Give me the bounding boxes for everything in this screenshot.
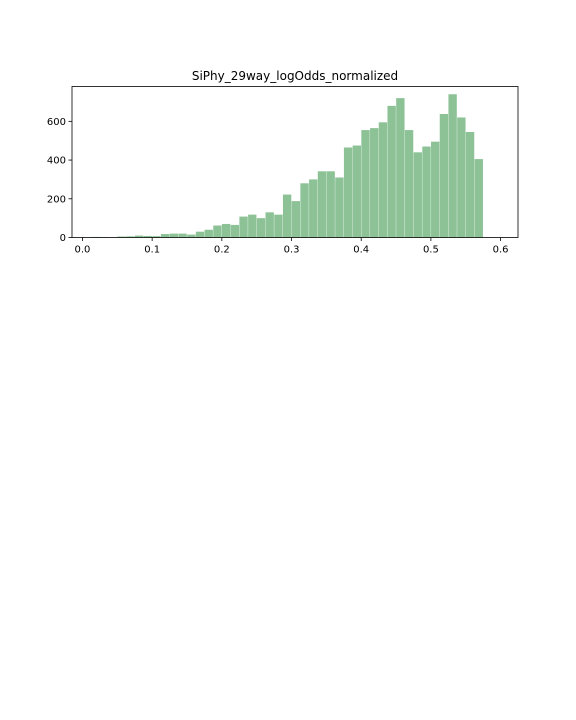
- histogram-bar: [231, 225, 239, 238]
- histogram-bar: [379, 122, 387, 237]
- histogram-bar: [361, 130, 369, 237]
- histogram-bar: [387, 106, 395, 238]
- y-tick-label: 200: [47, 194, 66, 205]
- chart-title: SiPhy_29way_logOdds_normalized: [192, 69, 398, 83]
- histogram-bar: [283, 195, 291, 238]
- histogram-bar: [187, 235, 195, 238]
- histogram-bar: [196, 232, 204, 238]
- x-tick-label: 0.5: [423, 245, 439, 256]
- x-tick-label: 0.4: [353, 245, 369, 256]
- histogram-bar: [222, 224, 230, 238]
- histogram-bar: [318, 171, 326, 237]
- histogram-bar: [248, 215, 256, 238]
- histogram-bar: [396, 98, 404, 237]
- x-tick-label: 0.1: [144, 245, 160, 256]
- histogram-bar: [161, 234, 169, 237]
- histogram-bar: [370, 128, 378, 237]
- histogram-bar: [178, 234, 186, 238]
- histogram-bar: [266, 212, 274, 237]
- histogram-bar: [457, 117, 465, 237]
- histogram-bar: [431, 142, 439, 238]
- y-tick-label: 600: [47, 117, 66, 128]
- histogram-bar: [292, 201, 300, 237]
- x-axis: 0.0 0.1 0.2 0.3 0.4 0.5 0.6: [75, 238, 509, 256]
- histogram-bar: [466, 132, 474, 238]
- histogram-bar: [335, 177, 343, 237]
- histogram-bar: [274, 215, 282, 238]
- histogram-bar: [170, 234, 178, 238]
- histogram-bar: [405, 130, 413, 237]
- histogram-bar: [414, 152, 422, 237]
- histogram-bars: [91, 94, 483, 237]
- histogram-bar: [475, 159, 483, 237]
- histogram-bar: [205, 230, 213, 238]
- y-axis: 0 200 400 600: [47, 117, 72, 244]
- histogram-bar: [353, 146, 361, 238]
- histogram-bar: [326, 171, 334, 237]
- y-tick-label: 0: [60, 233, 66, 244]
- histogram-bar: [440, 114, 448, 238]
- histogram-bar: [213, 225, 221, 237]
- histogram-bar: [257, 218, 265, 237]
- x-tick-label: 0.3: [284, 245, 300, 256]
- x-tick-label: 0.6: [493, 245, 509, 256]
- x-tick-label: 0.2: [214, 245, 230, 256]
- histogram-bar: [239, 217, 247, 238]
- y-tick-label: 400: [47, 156, 66, 167]
- histogram-bar: [344, 147, 352, 237]
- histogram-bar: [300, 183, 308, 237]
- histogram-bar: [448, 94, 456, 237]
- histogram-bar: [422, 147, 430, 238]
- x-tick-label: 0.0: [75, 245, 91, 256]
- histogram-bar: [309, 179, 317, 237]
